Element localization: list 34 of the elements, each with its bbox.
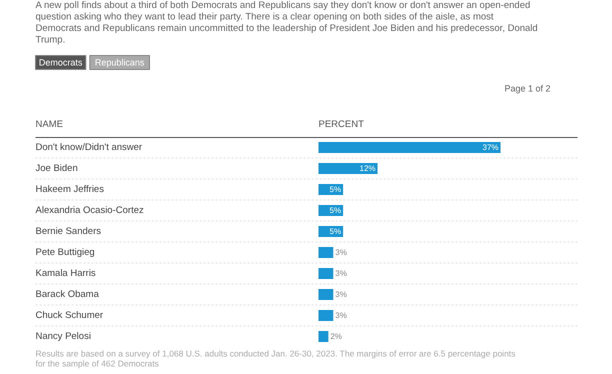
y-tick-label: Pete Buttigieg <box>36 247 95 258</box>
y-tick-label: Hakeem Jeffries <box>36 184 104 195</box>
y-tick-label: Kamala Harris <box>36 268 96 279</box>
bar <box>318 310 334 321</box>
data-label: 5% <box>330 227 342 236</box>
text: Results are based on a survey of 1,068 U.S. adults conducted Jan. 26-30, 2023. The margins of error are 6.5 percentage points for the sample of 462 Democrats <box>36 348 516 368</box>
data-label: 5% <box>330 185 342 194</box>
y-axis-title: NAME <box>36 119 63 130</box>
y-tick-label: Alexandria Ocasio-Cortez <box>36 205 144 216</box>
y-tick-label: Don't know/Didn't answer <box>36 142 142 153</box>
data-label: 5% <box>330 206 342 215</box>
y-tick-label: Barack Obama <box>36 289 100 300</box>
x-axis-title: PERCENT <box>318 119 364 130</box>
data-label: 3% <box>335 248 347 257</box>
data-label: 37% <box>482 143 499 152</box>
text: Page 1 of 2 <box>504 84 551 94</box>
bar <box>318 142 501 153</box>
chart-subtitle: A new poll finds about a third of both Democrats and Republicans say they don't know or don't answer an open-ended question asking who they want to lead their party. There is a clear opening on both sides of the aisle, as most Democrats and Republicans remain uncommitted to the leadership of President Joe Biden and his predecessor, Donald Trump. <box>36 0 538 46</box>
bar <box>318 163 378 174</box>
bar <box>318 247 334 258</box>
y-tick-label: Chuck Schumer <box>36 310 104 321</box>
text: Republicans <box>94 58 145 68</box>
data-label: 3% <box>335 269 347 278</box>
data-label: 12% <box>360 164 376 173</box>
bar <box>318 289 334 300</box>
bar <box>318 331 328 342</box>
data-label: 2% <box>330 332 342 341</box>
text: Democrats <box>38 58 83 68</box>
y-tick-label: Nancy Pelosi <box>36 331 91 342</box>
y-tick-label: Joe Biden <box>36 163 78 174</box>
data-label: 3% <box>335 290 347 299</box>
y-tick-label: Bernie Sanders <box>36 226 102 237</box>
bar <box>318 268 334 279</box>
data-label: 3% <box>335 311 347 320</box>
